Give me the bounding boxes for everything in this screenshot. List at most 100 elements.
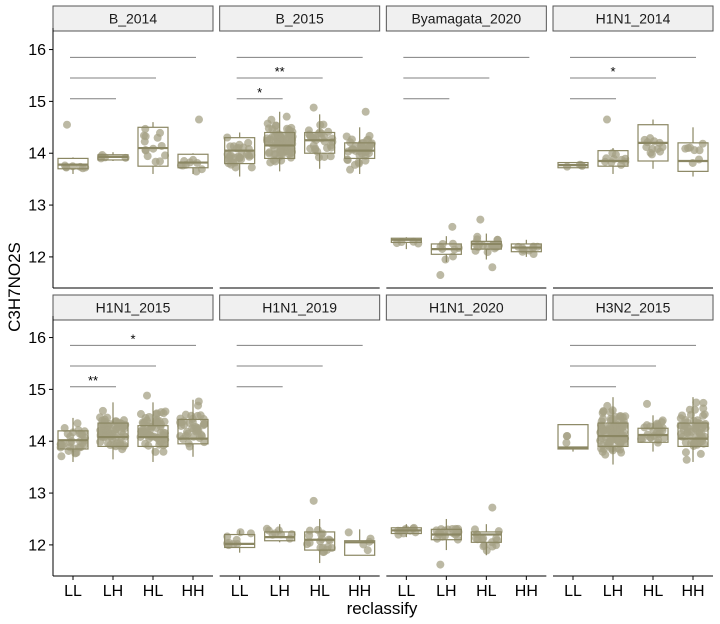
data-point — [60, 424, 69, 433]
box-iqr — [597, 150, 629, 167]
data-point — [98, 406, 107, 415]
strip-background — [219, 294, 381, 321]
data-point — [326, 152, 335, 161]
y-axis-title: C3H7NO2S — [5, 242, 24, 332]
data-point — [658, 143, 667, 152]
data-point — [225, 151, 234, 160]
data-point — [562, 438, 571, 447]
outlier-point — [436, 560, 445, 569]
y-tick-label: 12 — [28, 249, 46, 266]
box-HL — [637, 119, 669, 169]
data-point — [488, 542, 497, 551]
data-point — [232, 535, 241, 544]
data-point — [73, 419, 82, 428]
data-point — [319, 120, 328, 129]
data-point — [264, 526, 273, 535]
x-tick-label: HH — [681, 583, 704, 600]
box-LH — [596, 397, 630, 465]
data-point — [441, 255, 450, 264]
y-tick-label: 16 — [28, 330, 46, 347]
x-tick-label: LH — [103, 583, 123, 600]
data-point — [471, 246, 480, 255]
box-HH — [510, 239, 542, 258]
outlier-point — [143, 391, 151, 400]
data-point — [104, 426, 113, 435]
data-point — [355, 159, 364, 168]
data-point — [199, 421, 208, 430]
data-point — [394, 530, 403, 539]
facet-label: B_2015 — [276, 11, 324, 27]
data-point — [265, 149, 274, 158]
outlier-point — [436, 271, 445, 280]
data-point — [157, 420, 166, 429]
panel-H1N1_2014: H1N1_2014 * — [552, 5, 714, 289]
outlier-point — [448, 222, 457, 231]
outlier-point — [309, 103, 318, 112]
data-point — [159, 447, 168, 456]
box-LH — [597, 148, 630, 174]
box-iqr — [677, 422, 709, 448]
data-point — [563, 162, 572, 171]
data-point — [141, 132, 150, 141]
data-point — [139, 419, 148, 428]
box-HH — [676, 397, 710, 464]
data-point — [284, 149, 293, 158]
data-point — [678, 411, 687, 420]
box-HL — [470, 524, 503, 556]
data-point — [116, 438, 125, 447]
box-LH — [262, 111, 297, 172]
box-iqr — [304, 131, 336, 154]
significance-label: * — [130, 331, 135, 346]
data-point — [110, 426, 119, 435]
data-point — [344, 528, 353, 537]
box-HL — [470, 232, 503, 260]
box-iqr — [597, 422, 629, 448]
facet-label: H1N1_2015 — [96, 300, 171, 316]
x-tick-label: HH — [348, 583, 371, 600]
box-LL — [223, 528, 256, 553]
data-point — [700, 410, 709, 419]
data-point — [697, 423, 706, 432]
data-point — [138, 427, 147, 436]
box-iqr — [304, 531, 336, 551]
data-point — [596, 427, 605, 436]
outlier-point — [309, 496, 318, 505]
outlier-point — [63, 120, 71, 129]
data-point — [601, 450, 610, 459]
facet-label: H3N2_2015 — [596, 300, 671, 316]
y-tick-label: 15 — [28, 382, 46, 399]
data-point — [361, 151, 370, 160]
data-point — [646, 134, 655, 143]
x-tick-label: LH — [436, 583, 456, 600]
data-point — [684, 144, 693, 153]
x-tick-label: HH — [181, 583, 204, 600]
data-point — [305, 531, 314, 540]
data-point — [690, 405, 699, 414]
y-tick-label: 15 — [28, 94, 46, 111]
box-LL — [56, 417, 90, 462]
box-HL — [304, 114, 337, 169]
data-point — [246, 529, 255, 538]
data-point — [603, 401, 612, 410]
data-point — [277, 156, 286, 165]
box-HL — [637, 415, 669, 452]
data-point — [264, 124, 273, 133]
box-iqr — [97, 422, 129, 448]
data-point — [676, 429, 685, 438]
x-tick-label: LH — [269, 583, 289, 600]
data-point — [363, 546, 372, 555]
x-tick-label: LL — [231, 583, 249, 600]
box-HH — [176, 153, 209, 176]
data-point — [194, 397, 203, 406]
box-HH — [344, 528, 376, 556]
box-LH — [430, 518, 463, 551]
x-tick-label: HL — [309, 583, 330, 600]
data-point — [695, 429, 704, 438]
outlier-point — [603, 115, 612, 124]
strip-background — [552, 294, 714, 321]
data-point — [322, 144, 331, 153]
data-point — [196, 411, 205, 420]
data-point — [478, 535, 487, 544]
data-point — [181, 410, 190, 419]
